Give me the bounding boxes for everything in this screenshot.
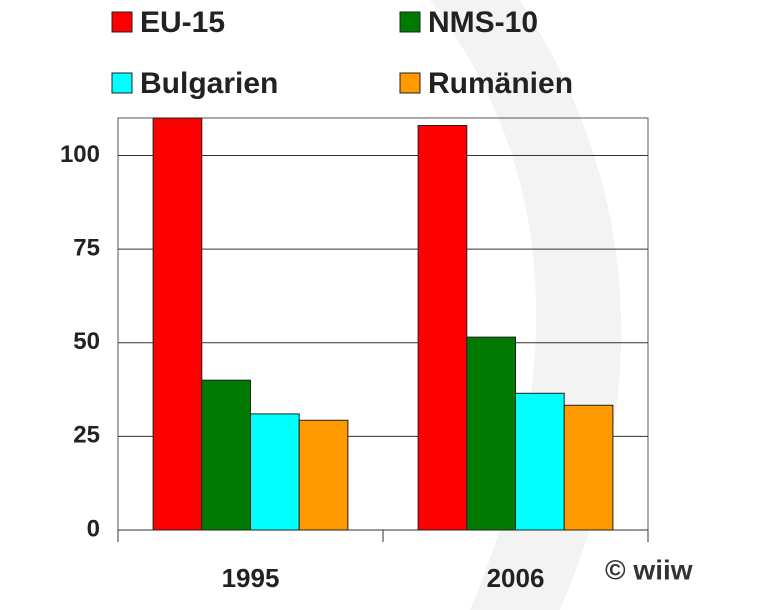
y-tick-label: 0 [87, 515, 100, 542]
bar [417, 124, 468, 531]
bar [250, 413, 300, 531]
y-tick-label: 25 [73, 422, 100, 449]
bar [515, 392, 565, 531]
bar [563, 404, 614, 531]
legend-label: Rumänien [428, 67, 573, 100]
legend-swatch [111, 72, 133, 94]
x-tick-label: 1995 [222, 563, 280, 593]
legend-label: NMS-10 [428, 6, 538, 39]
bar [298, 419, 349, 531]
legend-label: Bulgarien [140, 67, 278, 100]
legend-swatch [399, 11, 421, 33]
bar [466, 336, 516, 531]
y-tick-label: 100 [60, 141, 100, 168]
bar [201, 379, 252, 531]
y-tick-label: 50 [73, 328, 100, 355]
bar [152, 117, 203, 531]
annotation: © wiiw [605, 554, 693, 585]
legend-swatch [399, 72, 421, 94]
y-tick-label: 75 [73, 234, 100, 261]
x-tick-label: 2006 [487, 563, 545, 593]
legend-label: EU-15 [140, 6, 225, 39]
legend-swatch [111, 11, 133, 33]
